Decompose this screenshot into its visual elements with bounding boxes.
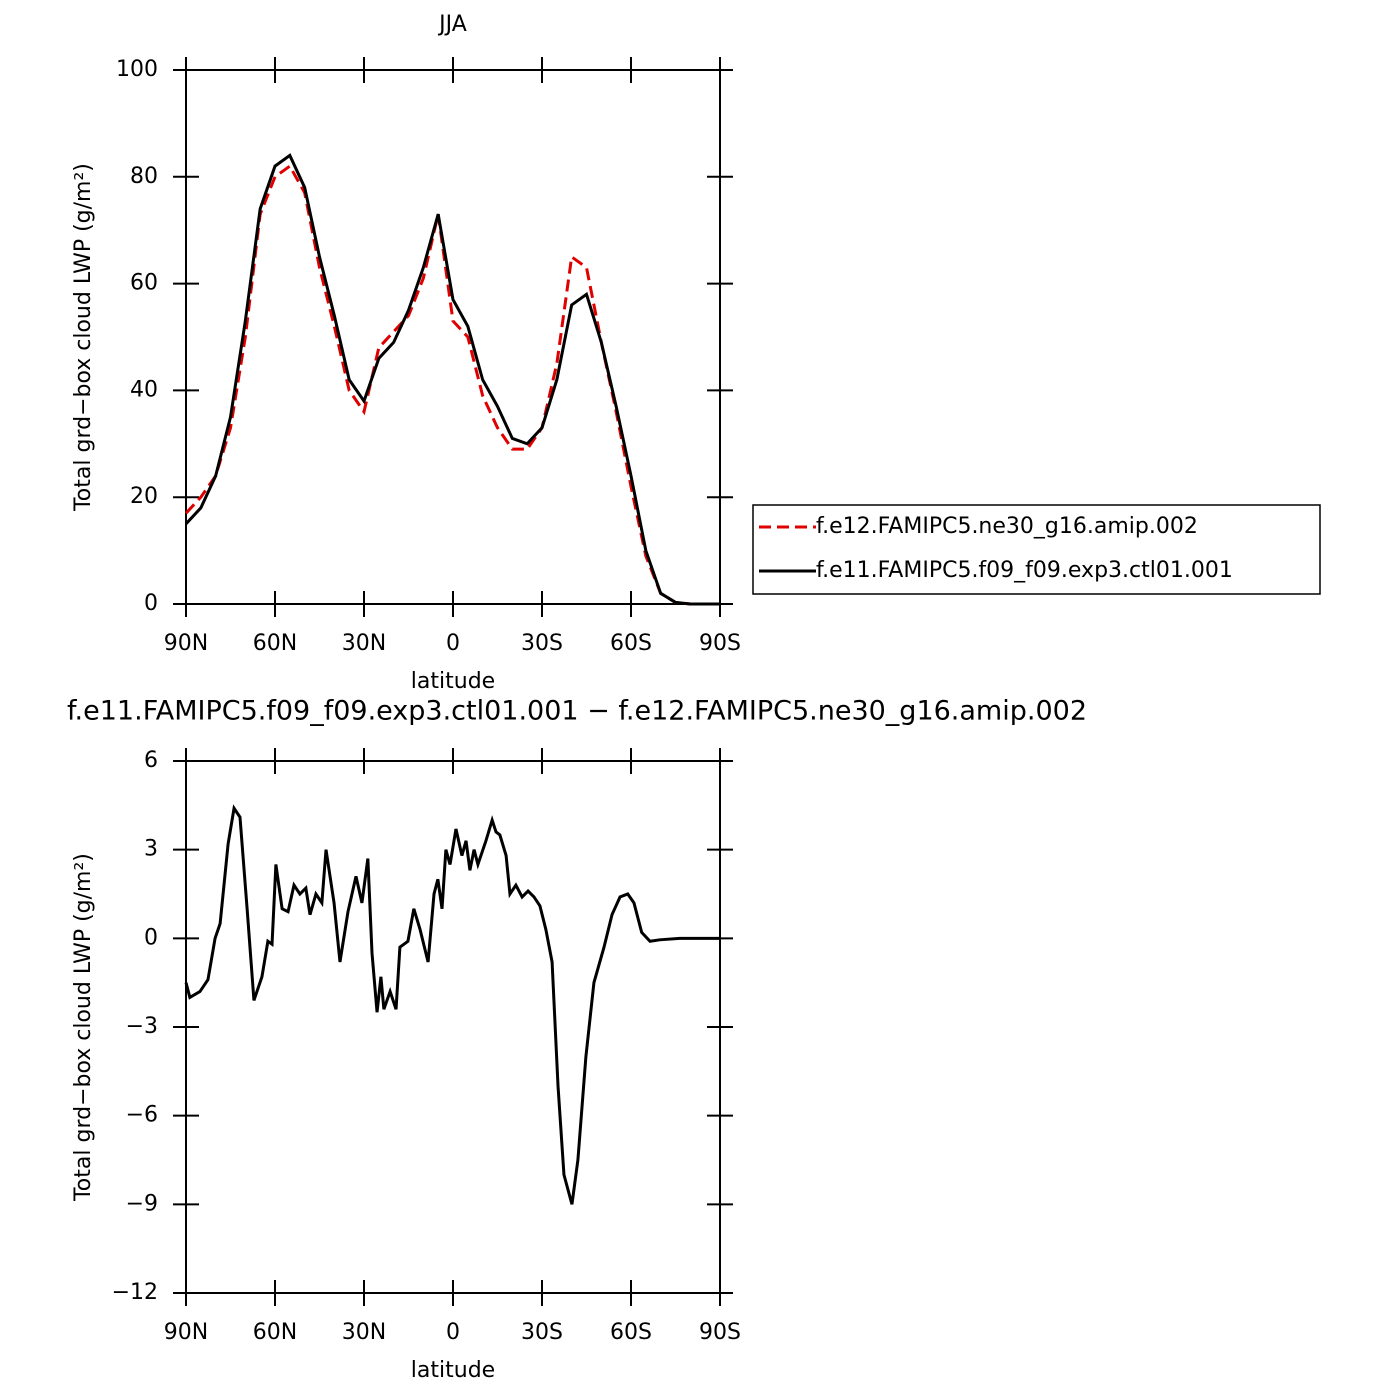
x-tick-label: 90S <box>699 631 741 656</box>
x-axis-label: latitude <box>411 1358 495 1383</box>
y-tick-label: 20 <box>130 484 158 509</box>
x-tick-label: 90N <box>164 631 208 656</box>
y-tick-label: −6 <box>126 1103 158 1128</box>
y-axis-label: Total grd−box cloud LWP (g/m²) <box>71 853 96 1202</box>
x-axis-label: latitude <box>411 669 495 694</box>
data-line <box>184 163 720 606</box>
y-tick-label: −3 <box>126 1014 158 1039</box>
y-tick-label: 0 <box>144 925 158 950</box>
x-tick-label: 30S <box>521 1320 563 1345</box>
x-tick-label: 90S <box>699 1320 741 1345</box>
chart-title: JJA <box>437 12 467 37</box>
data-line <box>184 153 720 606</box>
x-tick-label: 30N <box>342 1320 386 1345</box>
legend-box <box>752 504 1321 595</box>
legend-label: f.e12.FAMIPC5.ne30_g16.amip.002 <box>816 514 1198 539</box>
x-tick-label: 30N <box>342 631 386 656</box>
x-tick-label: 0 <box>446 631 460 656</box>
y-tick-label: 6 <box>144 748 158 773</box>
y-tick-label: −12 <box>112 1280 158 1305</box>
chart-title: f.e11.FAMIPC5.f09_f09.exp3.ctl01.001 − f… <box>67 696 1087 727</box>
y-tick-label: −9 <box>126 1191 158 1216</box>
x-tick-label: 30S <box>521 631 563 656</box>
y-tick-label: 80 <box>130 164 158 189</box>
data-line <box>184 804 720 1205</box>
x-tick-label: 60S <box>610 1320 652 1345</box>
y-tick-label: 100 <box>116 57 158 82</box>
x-tick-label: 0 <box>446 1320 460 1345</box>
legend-label: f.e11.FAMIPC5.f09_f09.exp3.ctl01.001 <box>816 558 1233 583</box>
y-tick-label: 60 <box>130 271 158 296</box>
y-tick-label: 40 <box>130 377 158 402</box>
y-tick-label: 0 <box>144 591 158 616</box>
x-tick-label: 60S <box>610 631 652 656</box>
x-tick-label: 90N <box>164 1320 208 1345</box>
x-tick-label: 60N <box>253 1320 297 1345</box>
x-tick-label: 60N <box>253 631 297 656</box>
y-axis-label: Total grd−box cloud LWP (g/m²) <box>71 163 96 512</box>
y-tick-label: 3 <box>144 837 158 862</box>
